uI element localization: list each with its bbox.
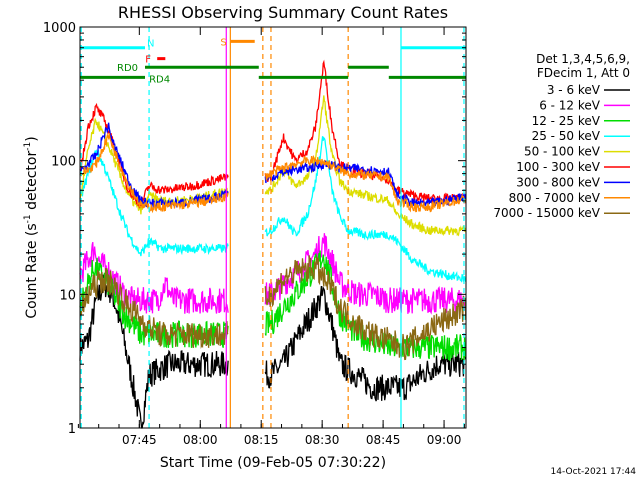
series-line-1-0 (79, 242, 229, 314)
flag-label-1: S (220, 37, 226, 48)
y-tick-label-1: 10 (59, 288, 76, 303)
series-3 (79, 136, 467, 283)
flag-label-2: F (145, 55, 151, 66)
legend-entry-label-8: 7000 - 15000 keV (493, 206, 600, 220)
y-tick-label-0: 1 (68, 422, 76, 437)
chart-title: RHESSI Observing Summary Count Rates (118, 3, 448, 22)
series-line-4-1 (264, 95, 467, 237)
y-axis-label: Count Rate (s-1 detector-1) (23, 136, 40, 318)
legend-entry-label-3: 25 - 50 keV (532, 129, 601, 143)
x-tick-label-2: 08:15 (244, 433, 279, 447)
series-line-0-1 (264, 285, 467, 402)
x-tick-label-4: 08:45 (366, 433, 401, 447)
series-4 (79, 95, 467, 237)
legend-entry-label-2: 12 - 25 keV (532, 114, 601, 128)
series-line-7-0 (79, 133, 229, 214)
legend-header-0: Det 1,3,4,5,6,9, (536, 52, 630, 66)
series-group (79, 59, 467, 429)
y-tick-label-2: 100 (51, 155, 76, 170)
y-label-part: detector (24, 151, 40, 215)
x-tick-label-5: 09:00 (427, 433, 462, 447)
series-line-5-0 (79, 102, 229, 209)
series-line-3-1 (264, 136, 467, 283)
x-axis-label: Start Time (09-Feb-05 07:30:22) (160, 455, 386, 471)
legend-entry-label-5: 100 - 300 keV (516, 160, 600, 174)
plot-frame (79, 26, 467, 429)
y-label-part: Count Rate (s (24, 223, 40, 318)
y-label-sup: -1 (23, 142, 33, 151)
flag-label-3: RD0 (117, 63, 138, 74)
legend-entry-label-1: 6 - 12 keV (539, 98, 601, 112)
flag-label-0: N (147, 39, 154, 50)
flag-label-4: RD4 (149, 74, 170, 85)
series-line-0-0 (79, 274, 229, 429)
y-label-part: ) (24, 136, 40, 141)
x-tick-label-0: 07:45 (122, 433, 157, 447)
footer-date: 14-Oct-2021 17:44 (551, 467, 637, 477)
series-line-6-1 (264, 159, 467, 208)
series-line-8-0 (79, 268, 229, 349)
y-tick-label-3: 1000 (43, 21, 76, 36)
series-line-3-0 (79, 148, 229, 257)
series-line-5-1 (264, 59, 467, 205)
x-tick-label-1: 08:00 (183, 433, 218, 447)
series-line-7-1 (264, 154, 467, 213)
y-label-sup: -1 (23, 214, 33, 223)
legend-entry-label-0: 3 - 6 keV (547, 83, 601, 97)
legend-entry-label-6: 300 - 800 keV (516, 175, 600, 189)
legend-entry-label-4: 50 - 100 keV (524, 145, 601, 159)
x-tick-label-3: 08:30 (305, 433, 340, 447)
legend-header-1: FDecim 1, Att 0 (537, 66, 630, 80)
legend: Det 1,3,4,5,6,9,FDecim 1, Att 0 3 - 6 keV… (493, 52, 630, 220)
legend-entry-label-7: 800 - 7000 keV (509, 191, 601, 205)
series-7 (79, 133, 467, 214)
series-8 (79, 255, 467, 361)
series-line-8-1 (264, 255, 467, 361)
